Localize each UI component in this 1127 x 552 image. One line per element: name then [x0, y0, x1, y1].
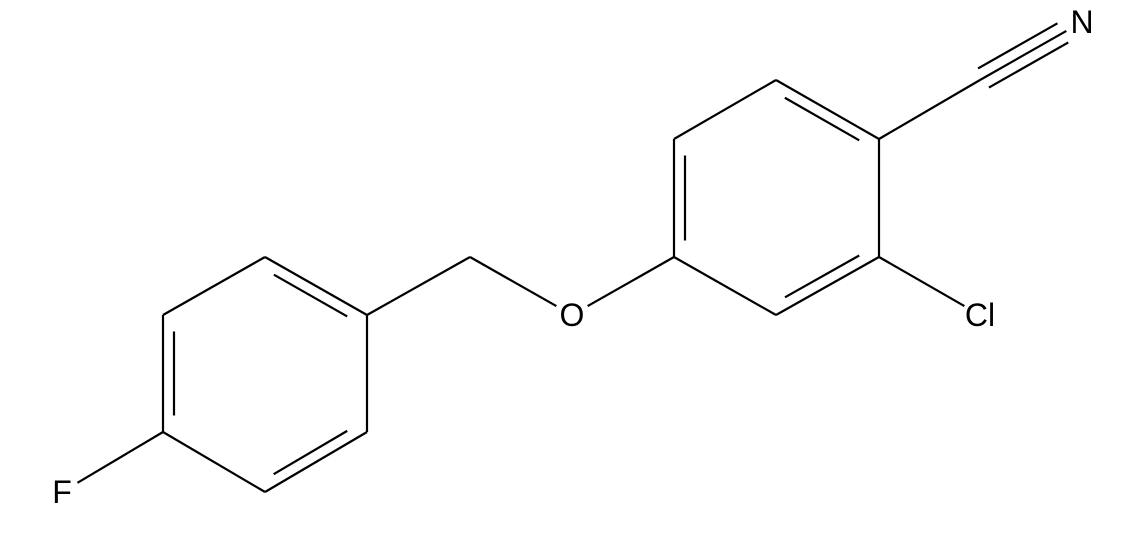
- bond: [274, 431, 348, 474]
- atom-n: N: [1070, 4, 1093, 40]
- bond: [674, 257, 776, 315]
- atom-f: F: [52, 474, 72, 510]
- bond: [989, 42, 1068, 87]
- bond: [588, 257, 674, 306]
- bond: [163, 257, 265, 315]
- bond: [367, 257, 470, 315]
- bond: [470, 257, 556, 306]
- bond: [265, 432, 367, 492]
- bond: [274, 275, 347, 317]
- bond: [77, 432, 163, 483]
- bond: [879, 80, 980, 139]
- bond: [674, 80, 776, 139]
- bond: [776, 257, 879, 315]
- bond: [776, 80, 879, 139]
- bond: [785, 256, 859, 298]
- bond: [163, 432, 265, 492]
- bond: [879, 257, 964, 306]
- bond: [980, 31, 1066, 80]
- bond: [265, 257, 367, 315]
- atom-cl: Cl: [965, 297, 995, 333]
- bond: [978, 23, 1057, 68]
- molecule-diagram: F O Cl N: [0, 0, 1127, 552]
- bond: [785, 98, 859, 141]
- atom-o: O: [560, 297, 585, 333]
